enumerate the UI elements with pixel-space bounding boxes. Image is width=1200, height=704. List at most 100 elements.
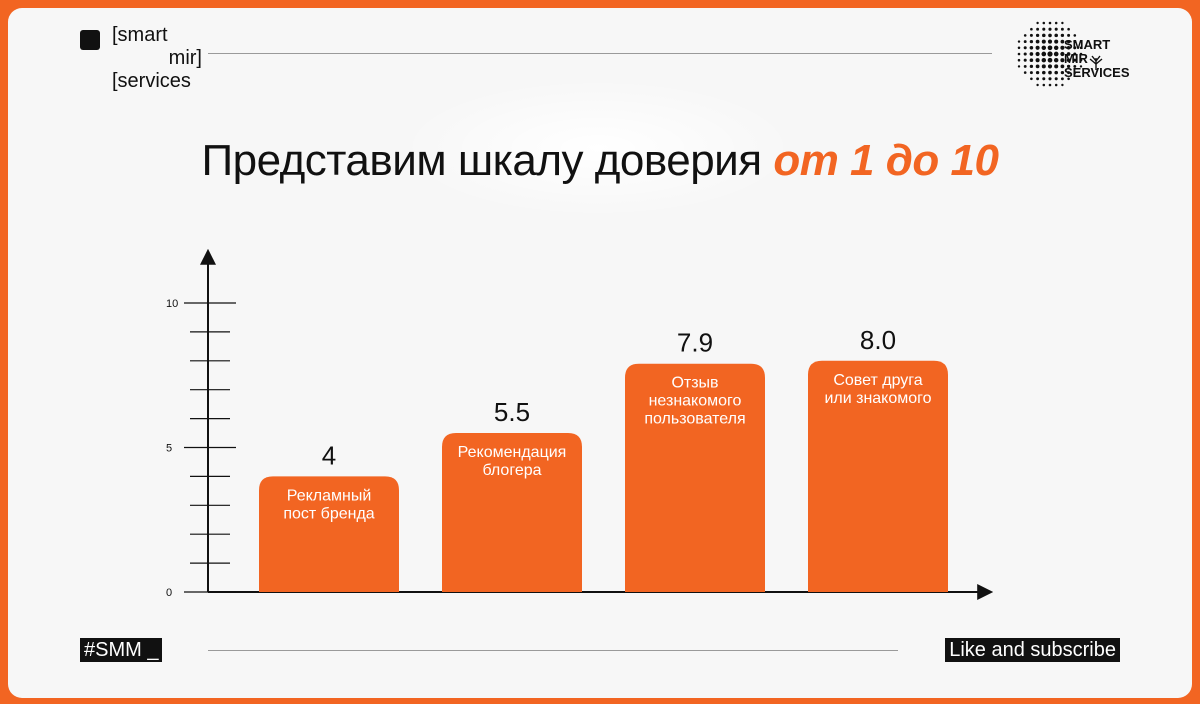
slide-card: [smart mir] [services SMART MIR SERVICES…: [8, 8, 1192, 698]
sphere-dot: [1017, 46, 1021, 50]
sphere-dot: [1079, 58, 1083, 62]
sphere-dot: [1029, 46, 1034, 50]
sphere-dot: [1053, 45, 1059, 51]
sphere-dot: [1035, 51, 1040, 57]
brand-line-3: [services: [112, 70, 191, 92]
sphere-dot: [1061, 83, 1064, 87]
sphere-dot: [1035, 45, 1040, 50]
sphere-dot: [1067, 33, 1071, 37]
sphere-dot: [1029, 71, 1033, 75]
sphere-dot: [1048, 27, 1052, 31]
sphere-dot: [1048, 77, 1052, 81]
sphere-dot: [1060, 77, 1064, 81]
sphere-dot: [1054, 83, 1058, 87]
sphere-dot: [1067, 71, 1071, 75]
sphere-dot: [1053, 51, 1059, 57]
sphere-dot: [1023, 71, 1027, 74]
sphere-dot: [1079, 46, 1083, 50]
sphere-dot: [1036, 21, 1039, 25]
sphere-dot: [1048, 21, 1052, 25]
sphere-dot: [1053, 57, 1059, 63]
sphere-dot: [1041, 64, 1046, 69]
sphere-dot: [1073, 58, 1077, 62]
sphere-dot: [1017, 58, 1021, 62]
sphere-dot: [1017, 52, 1021, 56]
sphere-dot: [1079, 40, 1083, 43]
sphere-dot: [1023, 34, 1027, 37]
bar-value-label: 5.5: [494, 397, 530, 427]
brand-line-1: [smart: [112, 24, 168, 46]
bar-category-label: Отзыв незнакомого пользователя: [644, 375, 745, 428]
dotted-sphere-icon: [1017, 21, 1083, 87]
sphere-dot: [1035, 70, 1040, 75]
sphere-dot: [1066, 39, 1071, 44]
title-accent: от 1 до 10: [773, 136, 999, 185]
sphere-dot: [1036, 77, 1040, 81]
sphere-dot: [1060, 33, 1065, 38]
sphere-dot: [1042, 27, 1046, 31]
sphere-dot: [1079, 65, 1083, 68]
sphere-dot: [1060, 45, 1065, 50]
y-tick-label: 5: [166, 443, 172, 455]
sphere-dot: [1042, 70, 1046, 75]
brand-wordmark: [smart mir] [services: [112, 24, 202, 93]
sphere-dot: [1073, 40, 1077, 44]
sphere-dot: [1054, 39, 1059, 44]
sphere-dot: [1023, 58, 1027, 62]
header-rule: [208, 53, 992, 54]
sphere-dot: [1017, 40, 1021, 43]
sphere-dot: [1041, 51, 1047, 57]
bar-category-label: Рекламный пост бренда: [283, 487, 374, 522]
sphere-dot: [1041, 39, 1046, 44]
bar-value-label: 4: [322, 440, 336, 470]
sphere-dot: [1061, 21, 1064, 25]
sphere-dot: [1047, 57, 1053, 63]
sphere-dot: [1023, 52, 1027, 56]
antenna-icon: [1089, 55, 1103, 70]
sphere-dot: [1073, 71, 1077, 74]
sphere-dot: [1066, 64, 1071, 69]
bar: [259, 476, 399, 592]
bar-category-label: Совет друга или знакомого: [824, 372, 931, 407]
sphere-dot: [1060, 58, 1065, 63]
sphere-dot: [1036, 83, 1039, 87]
sphere-dot: [1054, 64, 1059, 69]
sphere-dot: [1060, 64, 1065, 69]
sphere-dot: [1060, 27, 1064, 31]
bar: [442, 433, 582, 592]
bar-value-label: 7.9: [677, 328, 713, 358]
sphere-dot: [1029, 33, 1033, 37]
y-tick-label: 0: [166, 587, 172, 599]
sphere-dot: [1066, 58, 1071, 62]
bar-category-label: Рекомендация блогера: [458, 444, 567, 479]
sphere-dot: [1042, 77, 1046, 81]
sphere-dot: [1047, 45, 1053, 51]
sphere-dot: [1060, 70, 1065, 75]
hashtag-badge: #SMM _: [80, 638, 163, 662]
trust-scale-chart: 0 5 10 4 Рекламный пост бренда 5.5 Рекомендаци…: [166, 248, 994, 600]
sphere-dot: [1029, 52, 1034, 56]
sphere-dot: [1054, 70, 1058, 75]
sphere-dot: [1060, 39, 1065, 44]
sphere-dot: [1054, 21, 1058, 25]
sphere-dot: [1035, 33, 1040, 38]
sphere-dot: [1073, 64, 1077, 68]
sphere-dot: [1029, 39, 1034, 44]
sphere-dot: [1066, 46, 1071, 50]
sphere-dot: [1054, 33, 1058, 38]
sphere-dot: [1067, 27, 1070, 31]
logo-line-3: SERVICES: [1064, 65, 1130, 80]
bars: 4 Рекламный пост бренда 5.5 Рекомендация блог…: [259, 325, 948, 592]
sphere-dot: [1060, 51, 1065, 57]
sphere-dot: [1017, 65, 1021, 68]
title-main: Представим шкалу доверия: [201, 136, 774, 185]
like-subscribe-badge[interactable]: Like and subscribe: [945, 638, 1120, 662]
sphere-dot: [1041, 57, 1047, 63]
y-tick-label: 10: [166, 298, 178, 310]
sphere-dot: [1073, 52, 1077, 56]
sphere-dot: [1079, 52, 1083, 56]
sphere-dot: [1047, 39, 1053, 44]
sphere-dot: [1048, 33, 1052, 38]
sphere-dot: [1042, 33, 1046, 38]
sphere-dot: [1073, 34, 1077, 37]
